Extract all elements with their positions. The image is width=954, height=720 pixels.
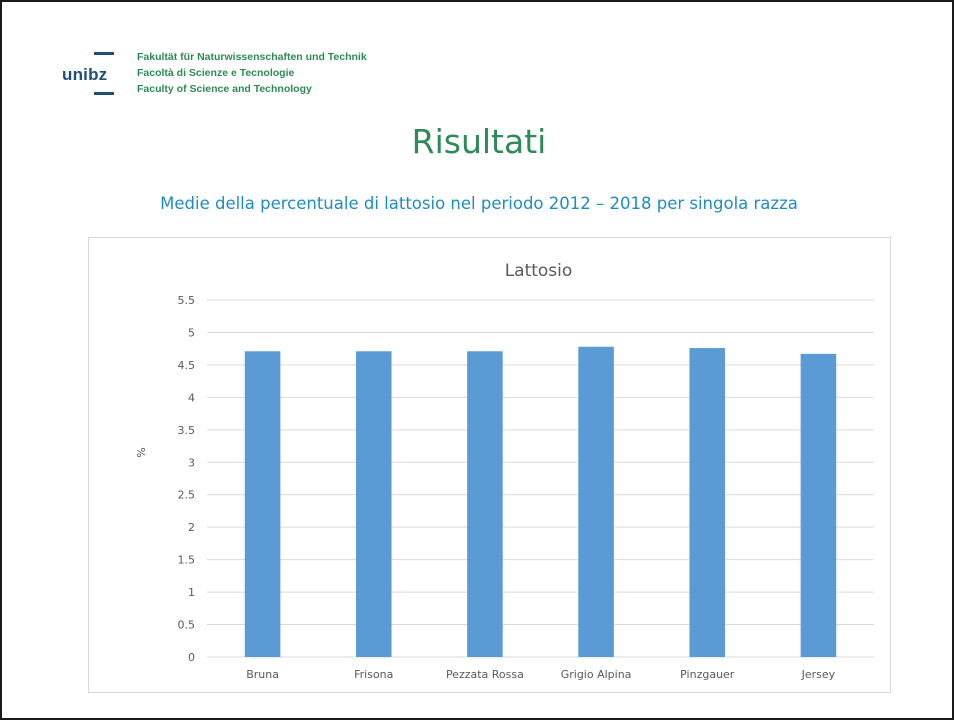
y-tick-label: 5.5 [178, 294, 196, 307]
y-axis-label: % [135, 447, 148, 457]
y-tick-label: 2 [188, 521, 195, 534]
logo-bar-top [94, 52, 114, 55]
slide-subtitle: Medie della percentuale di lattosio nel … [160, 194, 798, 213]
logo-text: unibz [62, 65, 108, 84]
chart-title: Lattosio [505, 261, 573, 281]
bar [578, 346, 614, 657]
y-tick-label: 4.5 [178, 359, 196, 372]
faculty-names: Fakultät für Naturwissenschaften und Tec… [137, 49, 367, 97]
bar [355, 351, 392, 657]
y-tick-label: 3.5 [178, 424, 196, 437]
x-tick-label: Frisona [354, 668, 393, 681]
bar [244, 351, 281, 657]
faculty-name-it: Facoltà di Scienze e Tecnologie [137, 67, 295, 79]
x-tick-label: Bruna [246, 668, 279, 681]
bar [800, 353, 837, 657]
bar [467, 351, 503, 657]
x-tick-label: Grigio Alpina [561, 668, 632, 681]
faculty-name-en: Faculty of Science and Technology [137, 83, 312, 95]
bar [689, 348, 726, 657]
x-tick-label: Pezzata Rossa [446, 668, 524, 681]
y-tick-label: 0 [188, 651, 195, 664]
y-tick-label: 1.5 [178, 554, 196, 567]
y-tick-label: 1 [188, 586, 195, 599]
y-tick-label: 2.5 [178, 489, 196, 502]
y-tick-label: 3 [188, 456, 195, 469]
unibz-logo: unibz [62, 50, 142, 98]
y-tick-label: 5 [188, 326, 195, 339]
y-tick-label: 0.5 [178, 619, 196, 632]
x-tick-label: Jersey [801, 668, 836, 681]
y-tick-label: 4 [188, 391, 195, 404]
logo-bar-bottom [94, 92, 114, 95]
x-tick-label: Pinzgauer [680, 668, 735, 681]
chart-container: Lattosio 0 0.5 1 1.5 2 2.5 3 3.5 4 4.5 5 5.5% Bruna Fr… [88, 237, 891, 693]
bar-chart: Lattosio 0 0.5 1 1.5 2 2.5 3 3.5 4 4.5 5 5.5% Bruna Fr… [135, 261, 874, 681]
slide-title: Risultati [411, 122, 547, 161]
faculty-name-de: Fakultät für Naturwissenschaften und Tec… [137, 51, 367, 63]
